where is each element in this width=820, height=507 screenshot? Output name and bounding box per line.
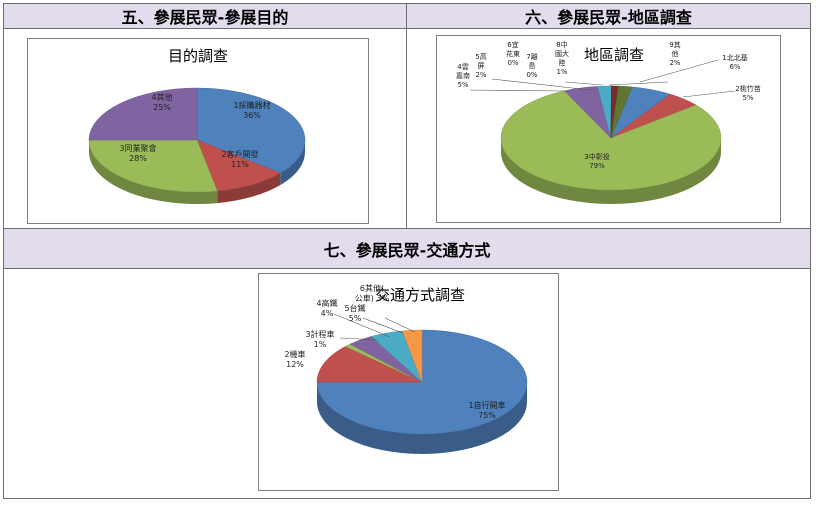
leader-line [491,78,591,91]
pie-slice [88,139,218,193]
pie-slice-side [317,382,527,454]
pie-slice-side [89,140,218,204]
pie-chart-1: 目的調查 1採購器材 36% 2客戶開發 11% 3同業聚會 28% 4其他 25% [88,47,306,204]
pie-slice [196,87,306,174]
pie-slice [401,329,423,383]
data-label: 2機車 12% [284,349,305,369]
chart-title: 地區調查 [584,46,644,64]
pie-slice [88,87,198,141]
data-label: 2客戶開發 11% [221,149,258,169]
leader-line [384,317,416,333]
section-header-transport: 七、參展民眾-交通方式 [4,229,810,268]
leader-line [362,317,404,334]
leader-line [639,59,719,83]
pie-slice [500,90,722,191]
data-label: 6其他(公車) 3% [355,283,390,303]
pie-slice [196,139,281,192]
table-border-top [3,3,811,4]
pie-chart-2: 地區調查 1北北基 6% 2桃竹苗 5% 3中彰投 79% 4雲嘉南 5% 5高屏 2% 6宜花東 0%… [456,40,761,204]
table-divider-row3 [3,268,811,269]
leader-line [608,81,669,86]
data-label: 4其他 25% [151,92,172,112]
leader-line [333,313,391,338]
pie-slice-side [501,138,721,204]
data-label: 5台鐵 5% [344,303,365,323]
pie-chart-3: 交通方式調查 1自行開車 75% 2機車 12%3計程車 1% 4高鐵 4% 5台鐵 5%6其他(… [284,283,528,454]
pie-slice [316,329,528,435]
data-label: 7離島 0% [526,52,538,79]
leader-line [469,89,567,92]
pie-slice [316,346,423,383]
section-header-purpose: 五、參展民眾-參展目的 [4,4,406,28]
chart-title: 交通方式調查 [375,286,465,304]
table-divider-row1 [3,28,811,29]
table-border-left [3,3,4,499]
pie-slice [610,85,633,139]
data-label: 6宜花東 0% [506,40,520,67]
leader-line [339,337,379,341]
data-label: 3中彰投 79% [584,152,609,170]
data-label: 2桃竹苗 5% [735,84,760,102]
table-divider-vertical [406,3,407,228]
data-label: 8中國大陸 1% [555,40,569,76]
data-label: 1採購器材 36% [233,100,270,120]
leader-line [682,90,736,98]
data-label: 4高鐵 4% [316,298,337,318]
data-label: 5高屏 2% [475,52,487,79]
data-label: 1北北基 6% [722,53,747,71]
data-label: 1自行開車 75% [468,400,505,420]
data-label: 9其他 2% [669,41,681,67]
chart-title: 目的調查 [168,47,228,65]
leader-line [564,81,604,86]
table-border-right [810,3,811,499]
data-label: 3同業聚會 28% [119,143,156,163]
data-label: 4雲嘉南 5% [456,63,470,89]
table-divider-row2 [3,228,811,229]
pie-slice-side [280,140,305,186]
data-label: 3計程車 1% [305,329,334,349]
section-header-region: 六、參展民眾-地區調查 [407,4,810,28]
table-border-bottom [3,498,811,499]
